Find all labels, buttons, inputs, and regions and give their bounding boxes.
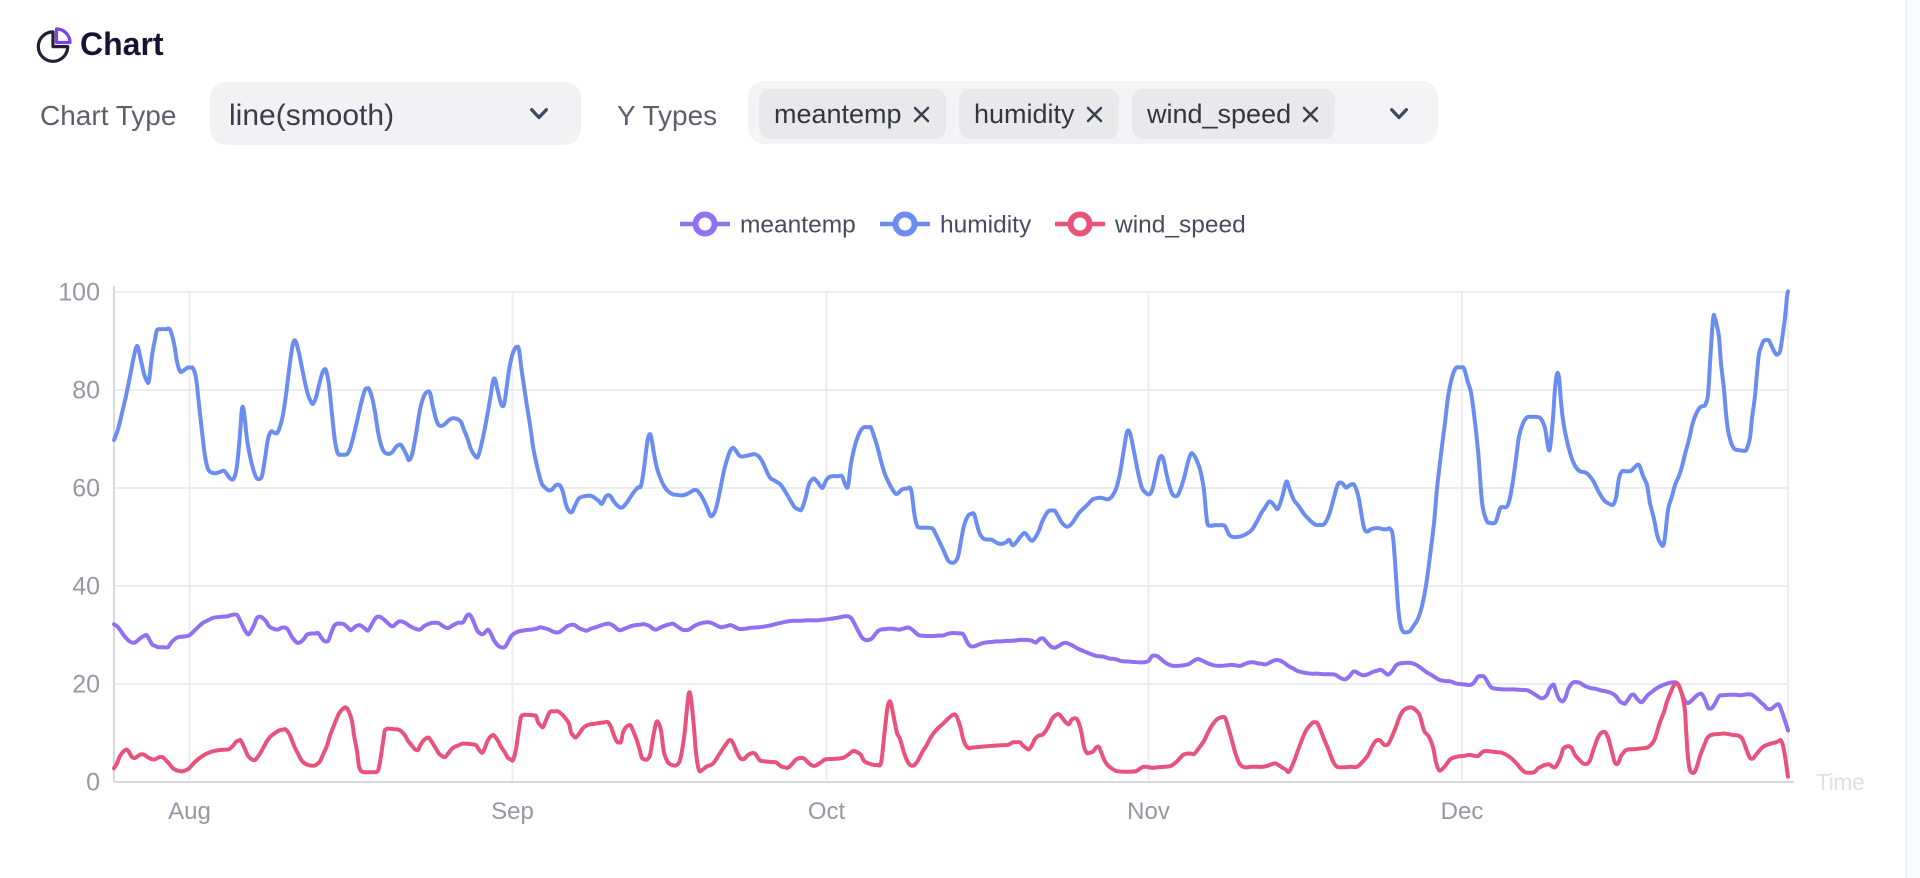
svg-text:40: 40 [72, 573, 100, 601]
svg-text:Aug: Aug [168, 798, 211, 825]
svg-text:Sep: Sep [491, 798, 534, 825]
svg-text:humidity: humidity [940, 212, 1032, 239]
svg-text:meantemp: meantemp [740, 212, 856, 239]
svg-text:80: 80 [72, 377, 100, 405]
svg-text:Dec: Dec [1441, 798, 1484, 825]
svg-text:Time: Time [1816, 769, 1864, 795]
svg-text:wind_speed: wind_speed [1114, 212, 1246, 239]
svg-text:20: 20 [72, 671, 100, 699]
svg-text:0: 0 [86, 769, 100, 797]
svg-text:Oct: Oct [808, 798, 846, 825]
svg-text:60: 60 [72, 475, 100, 503]
svg-text:100: 100 [58, 279, 100, 307]
svg-text:Nov: Nov [1127, 798, 1170, 825]
